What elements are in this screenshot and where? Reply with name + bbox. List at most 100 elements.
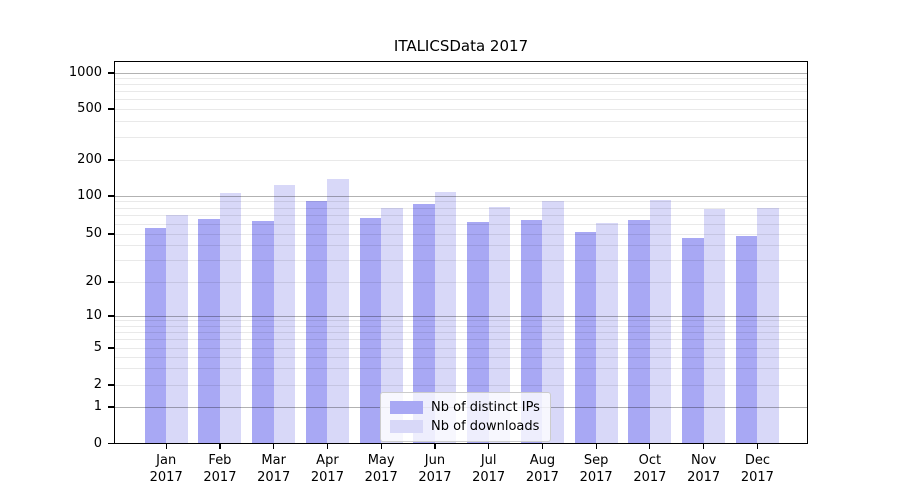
y-tick-mark-10 bbox=[108, 315, 114, 317]
y-tick-mark-500 bbox=[108, 108, 114, 110]
bar-downloads-jul bbox=[488, 206, 511, 444]
bar-downloads-jan bbox=[166, 214, 188, 444]
y-tick-label-5: 5 bbox=[93, 340, 102, 355]
gridline-minor-4 bbox=[114, 356, 808, 358]
legend-swatch-downloads bbox=[390, 420, 423, 433]
bar-downloads-apr bbox=[327, 178, 349, 444]
x-tick-mark-oct bbox=[649, 443, 651, 449]
legend: Nb of distinct IPs Nb of downloads bbox=[380, 392, 551, 442]
gridline-major-1000 bbox=[114, 72, 808, 74]
y-tick-label-100: 100 bbox=[77, 188, 102, 203]
y-tick-mark-20 bbox=[108, 281, 114, 283]
y-tick-label-10: 10 bbox=[85, 308, 102, 323]
bar-distinct-ips-feb bbox=[198, 218, 220, 444]
y-tick-mark-0 bbox=[108, 442, 114, 445]
x-tick-mark-jul bbox=[488, 443, 490, 449]
x-tick-mark-dec bbox=[756, 443, 758, 449]
x-tick-label-nov: Nov 2017 bbox=[687, 453, 721, 485]
y-tick-mark-1000 bbox=[108, 72, 114, 74]
gridline-minor-2 bbox=[114, 384, 808, 386]
gridline-minor-30 bbox=[114, 260, 808, 262]
gridline-minor-3 bbox=[114, 368, 808, 370]
x-tick-label-jun: Jun 2017 bbox=[418, 453, 452, 485]
bar-downloads-jun bbox=[434, 192, 457, 444]
bar-downloads-may bbox=[381, 207, 403, 444]
x-tick-label-oct: Oct 2017 bbox=[633, 453, 667, 485]
bar-downloads-sep bbox=[596, 223, 618, 444]
gridline-minor-80 bbox=[114, 207, 808, 209]
bar-distinct-ips-jan bbox=[144, 227, 167, 444]
legend-item-downloads: Nb of downloads bbox=[390, 417, 540, 436]
gridline-minor-60 bbox=[114, 223, 808, 225]
y-tick-label-0: 0 bbox=[93, 435, 102, 451]
chart-title: ITALICSData 2017 bbox=[393, 37, 529, 55]
x-tick-label-sep: Sep 2017 bbox=[579, 453, 613, 485]
y-tick-mark-1 bbox=[108, 406, 114, 408]
bar-downloads-nov bbox=[703, 208, 726, 444]
bar-distinct-ips-dec bbox=[735, 236, 758, 444]
gridline-minor-300 bbox=[114, 136, 808, 138]
y-tick-label-50: 50 bbox=[85, 226, 102, 241]
gridline-minor-500 bbox=[114, 108, 808, 110]
bar-distinct-ips-sep bbox=[574, 231, 597, 444]
x-tick-mark-feb bbox=[219, 443, 221, 449]
gridline-minor-70 bbox=[114, 215, 808, 217]
y-tick-mark-200 bbox=[108, 159, 114, 161]
gridline-minor-20 bbox=[114, 281, 808, 283]
bar-downloads-aug bbox=[542, 201, 564, 444]
gridline-minor-40 bbox=[114, 245, 808, 247]
bar-distinct-ips-oct bbox=[628, 220, 650, 444]
x-tick-mark-apr bbox=[326, 443, 329, 449]
legend-label-downloads: Nb of downloads bbox=[431, 419, 540, 434]
legend-item-distinct-ips: Nb of distinct IPs bbox=[390, 398, 540, 417]
gridline-minor-7 bbox=[114, 331, 808, 333]
y-tick-mark-100 bbox=[108, 195, 114, 197]
bar-distinct-ips-aug bbox=[520, 220, 543, 444]
y-tick-label-1000: 1000 bbox=[68, 65, 102, 80]
y-tick-mark-5 bbox=[108, 347, 114, 349]
gridline-minor-600 bbox=[114, 99, 808, 101]
y-tick-mark-50 bbox=[108, 233, 114, 235]
x-tick-label-jul: Jul 2017 bbox=[472, 453, 506, 485]
x-tick-label-apr: Apr 2017 bbox=[310, 453, 344, 485]
legend-swatch-distinct-ips bbox=[390, 401, 423, 414]
x-tick-mark-nov bbox=[703, 443, 705, 449]
y-tick-label-500: 500 bbox=[77, 101, 102, 116]
y-tick-label-200: 200 bbox=[77, 152, 102, 167]
gridline-major-10 bbox=[114, 315, 808, 317]
x-tick-label-aug: Aug 2017 bbox=[525, 453, 559, 485]
gridline-minor-5 bbox=[114, 347, 808, 349]
bar-distinct-ips-apr bbox=[305, 201, 328, 444]
gridline-minor-900 bbox=[114, 77, 808, 79]
x-tick-label-mar: Mar 2017 bbox=[257, 453, 291, 485]
x-tick-label-jan: Jan 2017 bbox=[149, 453, 183, 485]
bar-downloads-dec bbox=[757, 207, 779, 444]
x-tick-label-feb: Feb 2017 bbox=[203, 453, 237, 485]
bar-downloads-feb bbox=[219, 193, 242, 444]
bar-downloads-oct bbox=[649, 199, 672, 444]
x-tick-mark-jun bbox=[434, 443, 436, 449]
gridline-minor-9 bbox=[114, 320, 808, 322]
gridline-minor-8 bbox=[114, 325, 808, 327]
x-tick-mark-mar bbox=[273, 443, 275, 449]
gridline-minor-400 bbox=[114, 120, 808, 122]
x-tick-mark-sep bbox=[595, 443, 597, 449]
bar-distinct-ips-may bbox=[359, 217, 382, 444]
gridline-minor-90 bbox=[114, 201, 808, 203]
x-tick-mark-may bbox=[380, 443, 382, 449]
gridline-minor-200 bbox=[114, 159, 808, 161]
legend-label-distinct-ips: Nb of distinct IPs bbox=[431, 400, 540, 415]
gridline-minor-6 bbox=[114, 339, 808, 341]
bar-distinct-ips-jun bbox=[413, 203, 435, 444]
y-tick-label-20: 20 bbox=[85, 274, 102, 289]
bar-downloads-mar bbox=[273, 184, 296, 444]
y-tick-mark-2 bbox=[108, 384, 114, 386]
gridline-minor-50 bbox=[114, 233, 808, 235]
x-tick-label-may: May 2017 bbox=[364, 453, 398, 485]
y-tick-label-2: 2 bbox=[93, 377, 102, 392]
gridline-minor-700 bbox=[114, 91, 808, 93]
y-tick-label-1: 1 bbox=[93, 399, 102, 414]
